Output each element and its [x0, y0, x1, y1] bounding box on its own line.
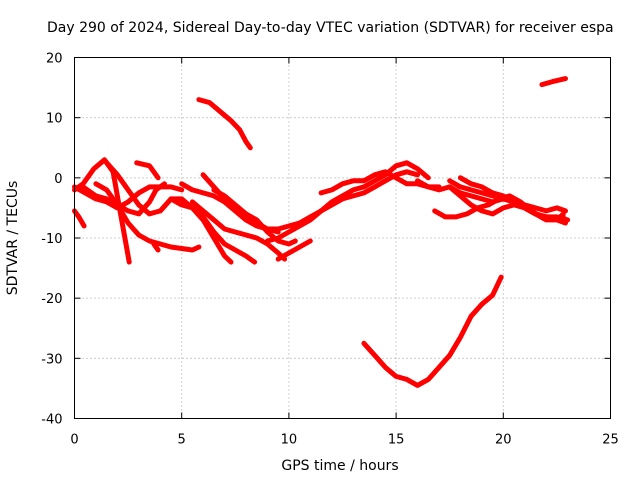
series-arc-16: [265, 160, 431, 244]
y-tick-label: 10: [46, 112, 63, 127]
y-tick-label: -20: [41, 292, 62, 307]
data-series: [72, 76, 571, 388]
series-arc-18: [297, 169, 420, 226]
x-tick-label: 15: [388, 433, 405, 448]
series-arc-14: [211, 187, 303, 232]
series-arc-1: [72, 208, 87, 229]
series-arc-15: [275, 238, 313, 262]
plot-frame: [74, 57, 611, 419]
x-tick-label: 0: [70, 433, 78, 448]
series-arc-8: [168, 196, 258, 265]
grid-lines: [74, 57, 611, 419]
chart-title: Day 290 of 2024, Sidereal Day-to-day VTE…: [47, 20, 614, 36]
series-arc-12: [196, 97, 253, 151]
y-axis-label: SDTVAR / TECUs: [5, 181, 21, 296]
series-arc-23: [447, 184, 566, 223]
x-tick-labels: 0 5 10 15 20 25: [70, 433, 618, 448]
x-tick-label: 25: [602, 433, 619, 448]
x-tick-label: 5: [178, 433, 186, 448]
series-arc-5: [93, 181, 202, 253]
y-tick-label: -30: [41, 352, 62, 367]
x-tick-label: 20: [495, 433, 512, 448]
series-arc-7: [134, 160, 161, 181]
series-arc-10: [189, 199, 288, 262]
y-tick-label: 20: [46, 52, 63, 67]
y-tick-labels: -40 -30 -20 -10 0 10 20: [41, 52, 62, 428]
x-axis-label: GPS time / hours: [281, 458, 398, 474]
series-arc-4: [80, 181, 167, 217]
y-tick-label: -40: [41, 413, 62, 428]
y-tick-label: -10: [41, 232, 62, 247]
series-arc-13: [151, 241, 161, 253]
y-tick-label: 0: [54, 172, 62, 187]
series-arc-24: [361, 274, 504, 388]
series-arc-25: [539, 76, 568, 88]
x-tick-label: 10: [281, 433, 298, 448]
